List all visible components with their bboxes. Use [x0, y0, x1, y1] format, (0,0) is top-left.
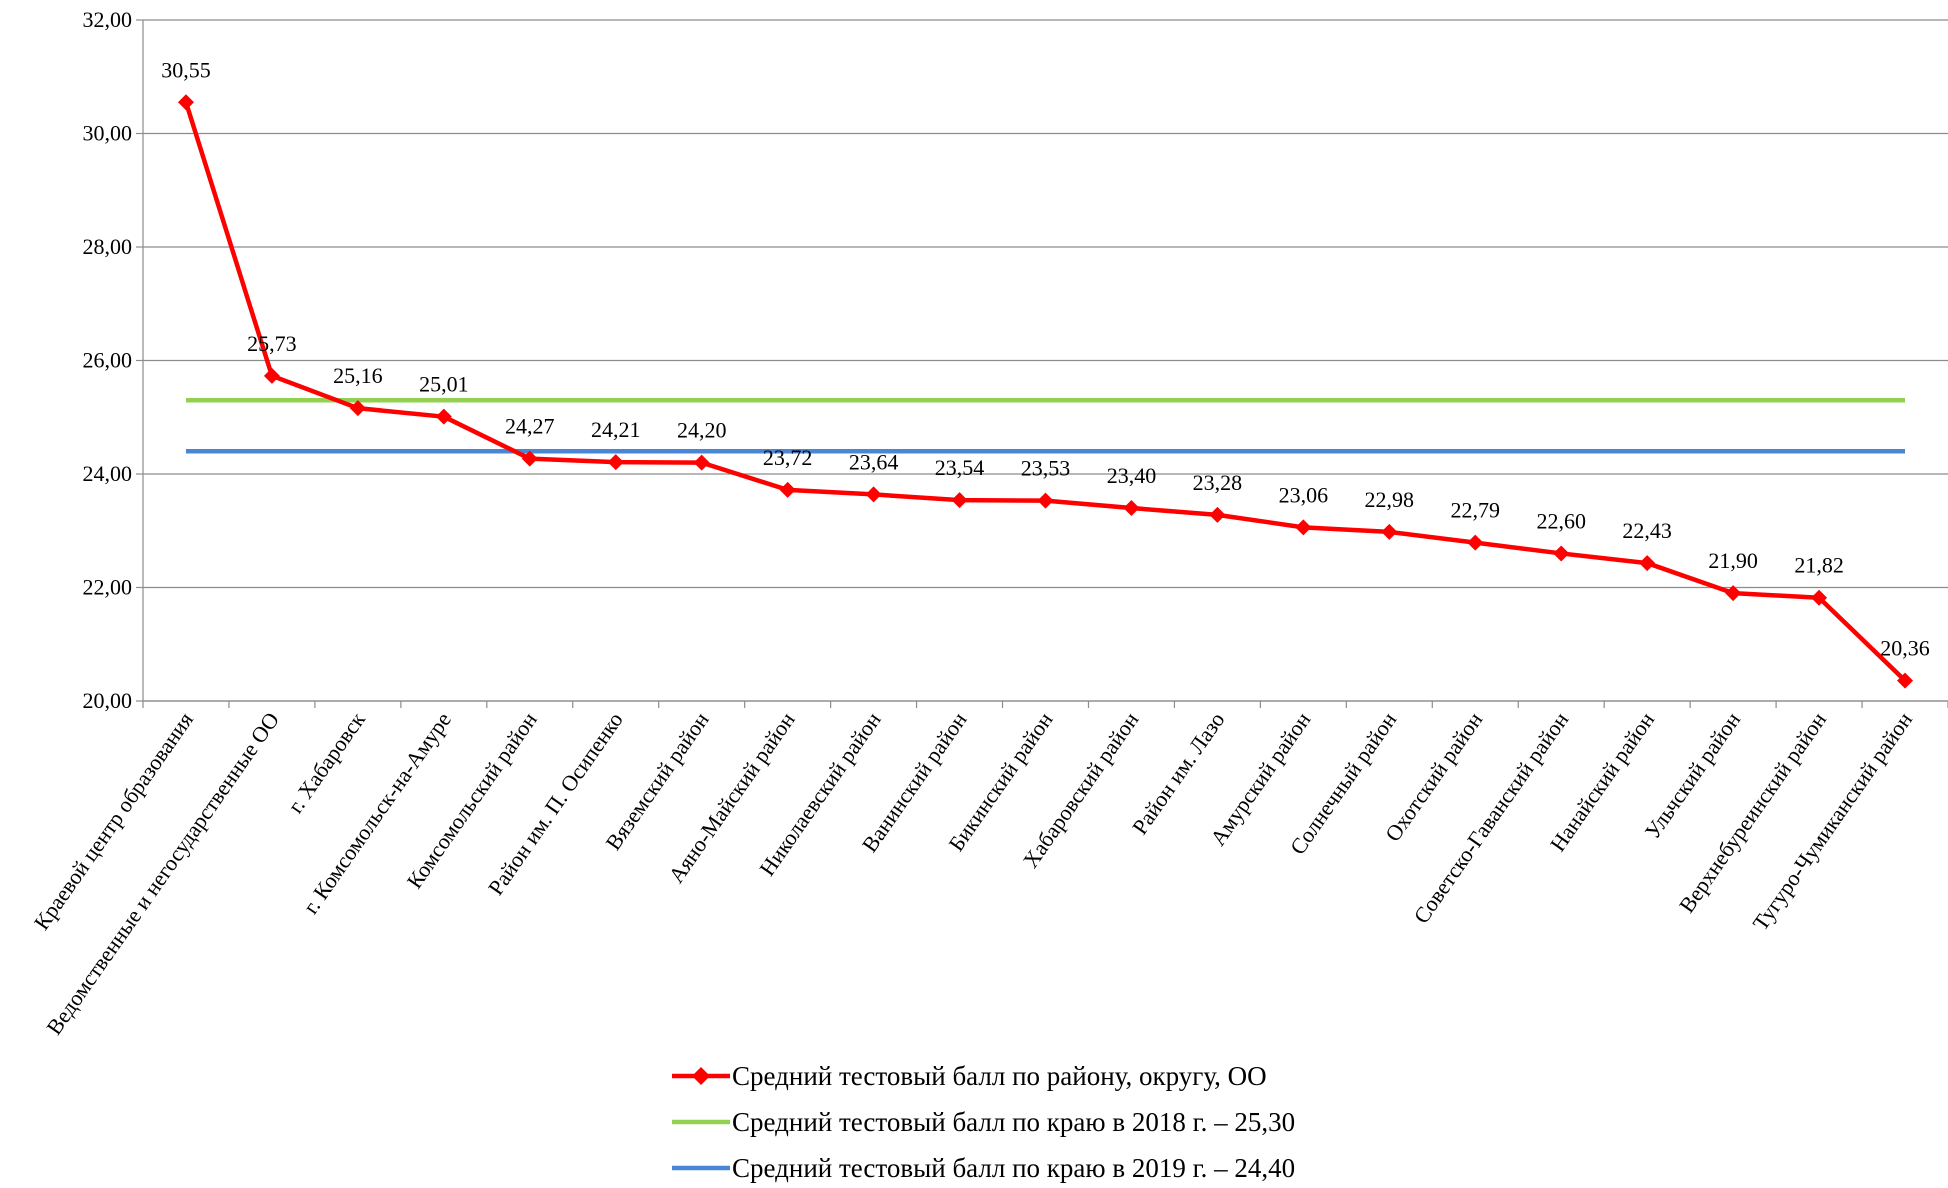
grid-layer [143, 20, 1948, 701]
data-label: 24,27 [505, 414, 555, 439]
data-point-marker [952, 492, 968, 508]
data-point-marker [866, 486, 882, 502]
y-tick-label: 26,00 [83, 348, 133, 373]
category-label: Советско-Гаванский район [1409, 707, 1574, 928]
data-label: 20,36 [1880, 636, 1930, 661]
reference-lines [186, 400, 1905, 451]
legend-label: Средний тестовый балл по краю в 2018 г. … [732, 1107, 1295, 1137]
legend-swatch-marker [692, 1067, 710, 1085]
category-label: г. Комсомольск-на-Амуре [298, 708, 456, 919]
data-label: 22,43 [1622, 518, 1672, 543]
data-point-marker [1639, 555, 1655, 571]
data-point-marker [178, 94, 194, 110]
data-label: 22,60 [1536, 508, 1586, 533]
data-point-marker [1467, 535, 1483, 551]
data-point-marker [350, 400, 366, 416]
y-tick-label: 28,00 [83, 234, 133, 259]
y-tick-label: 20,00 [83, 688, 133, 713]
data-point-marker [1553, 545, 1569, 561]
category-label: Район им. Лазо [1127, 708, 1230, 839]
data-point-marker [780, 482, 796, 498]
legend-label: Средний тестовый балл по краю в 2019 г. … [732, 1153, 1295, 1183]
data-point-marker [1123, 500, 1139, 516]
data-label: 25,01 [419, 372, 469, 397]
data-label: 23,54 [935, 455, 985, 480]
data-point-marker [1381, 524, 1397, 540]
data-point-marker [1209, 507, 1225, 523]
legend-label: Средний тестовый балл по району, округу,… [732, 1061, 1267, 1091]
y-tick-label: 32,00 [83, 7, 133, 32]
data-label: 22,79 [1451, 498, 1501, 523]
data-label: 30,55 [161, 57, 211, 82]
data-label: 23,06 [1279, 482, 1329, 507]
data-label: 23,64 [849, 449, 899, 474]
data-point-marker [264, 368, 280, 384]
y-tick-label: 24,00 [83, 461, 133, 486]
data-label: 23,72 [763, 445, 813, 470]
data-point-marker [1038, 493, 1054, 509]
category-label: Верхнебуреинский район [1674, 707, 1831, 917]
data-label: 23,53 [1021, 456, 1071, 481]
data-point-marker [608, 454, 624, 470]
legend: Средний тестовый балл по району, округу,… [672, 1061, 1295, 1183]
data-label: 22,98 [1365, 487, 1415, 512]
data-label: 23,28 [1193, 470, 1243, 495]
category-label: г. Хабаровск [282, 707, 370, 817]
data-label: 21,90 [1708, 548, 1758, 573]
category-label: Краевой центр образования [29, 708, 198, 935]
data-label: 25,16 [333, 363, 383, 388]
y-tick-label: 30,00 [83, 121, 133, 146]
data-label: 21,82 [1794, 553, 1844, 578]
data-label: 24,20 [677, 418, 727, 443]
y-tick-label: 22,00 [83, 575, 133, 600]
data-label: 25,73 [247, 331, 297, 356]
data-label: 24,21 [591, 417, 641, 442]
data-label: 23,40 [1107, 463, 1157, 488]
category-label: Тугуро-Чумиканский район [1747, 707, 1917, 935]
data-point-marker [436, 409, 452, 425]
data-point-marker [694, 455, 710, 471]
data-point-marker [1295, 519, 1311, 535]
